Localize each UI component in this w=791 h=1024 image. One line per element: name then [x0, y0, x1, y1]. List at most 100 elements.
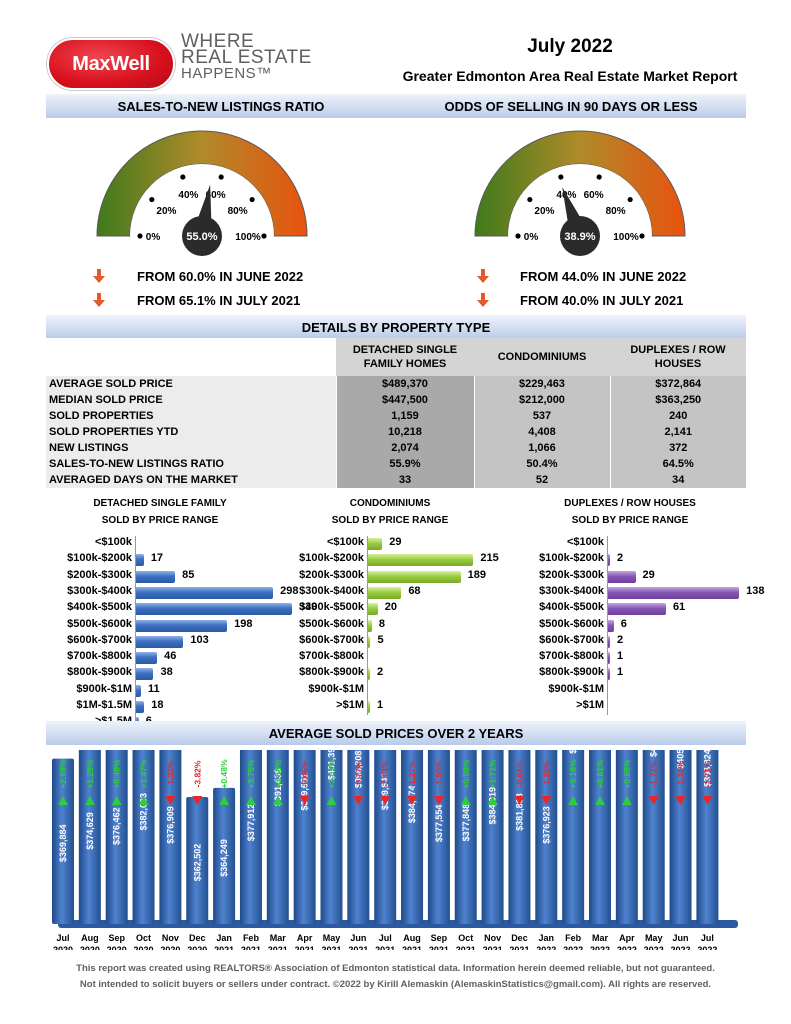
- price-range-value: 1: [377, 699, 384, 711]
- gauge-value: 38.9%: [564, 231, 595, 243]
- avg-price-bar: [562, 750, 585, 924]
- price-range-label: $700k-$800k: [67, 650, 132, 663]
- avg-price-change-label: +0.65%: [622, 759, 632, 789]
- details-column-header: CONDOMINIUMS: [474, 338, 610, 376]
- avg-price-month-label: May: [323, 933, 341, 943]
- avg-price-bar: [347, 750, 370, 924]
- price-range-label: $500k-$600k: [299, 617, 364, 630]
- price-range-bar: [368, 538, 383, 550]
- details-column-header: DUPLEXES / ROW HOUSES: [610, 338, 746, 376]
- avg-price-change-label: -0.64%: [514, 760, 524, 787]
- report-title: July 2022: [527, 36, 613, 57]
- details-row-label: AVERAGE SOLD PRICE: [46, 376, 336, 392]
- price-range-label: $800k-$900k: [67, 666, 132, 679]
- avg-price-month-label: Feb: [565, 933, 582, 943]
- gauge-tick-dot: [218, 174, 224, 180]
- avg-price-value-label: $369,884: [58, 825, 68, 863]
- details-cell: 372: [609, 440, 746, 456]
- details-cell: 64.5%: [609, 456, 746, 472]
- price-range-value: 138: [746, 584, 765, 597]
- avg-price-bar: [78, 750, 101, 924]
- avg-price-year-label: 2020: [160, 945, 180, 950]
- avg-price-bar: [374, 750, 397, 924]
- avg-price-month-label: Jul: [701, 933, 714, 943]
- avg-price-value-label: $389,841: [380, 773, 390, 811]
- avg-price-month-label: Feb: [243, 933, 260, 943]
- avg-price-month-label: Oct: [458, 933, 473, 943]
- details-row-label: NEW LISTINGS: [46, 440, 336, 456]
- price-range-bar: [136, 603, 292, 616]
- price-range-label: <$100k: [566, 536, 604, 548]
- price-range-label: $500k-$600k: [539, 617, 604, 630]
- price-range-value: 5: [377, 633, 384, 646]
- maxwell-logo: MaxWell: [47, 38, 175, 90]
- avg-price-change-label: +3.75%: [246, 759, 256, 789]
- details-band: [46, 315, 746, 339]
- price-range-value: 2: [617, 633, 624, 646]
- avg-prices-chart: $369,884 +2.08% Jul 2020 $374,629 +1.28% Aug 20…: [52, 750, 738, 950]
- avg-price-value-label: $398,824: [702, 750, 712, 787]
- price-range-bar: [136, 635, 184, 648]
- avg-price-bar: [266, 750, 289, 924]
- price-range-label: $900k-$1M: [548, 682, 604, 695]
- down-arrow-icon: [648, 796, 659, 805]
- price-range-value: 6: [620, 617, 627, 630]
- gauge-tick-dot: [639, 233, 645, 239]
- avg-price-bar: [642, 750, 665, 924]
- avg-price-month-label: Aug: [81, 933, 99, 943]
- avg-price-value-label: $377,554: [434, 805, 444, 843]
- price-range-label: <$100k: [326, 536, 364, 548]
- avg-price-change-label: +3.58%: [273, 759, 283, 789]
- avg-price-bar: [239, 750, 262, 924]
- up-arrow-icon: [595, 796, 605, 805]
- price-range-label: $200k-$300k: [539, 568, 604, 581]
- avg-price-change-label: +2.08%: [58, 759, 68, 789]
- details-row: NEW LISTINGS 2,074 1,066 372: [46, 440, 746, 456]
- report-subtitle: Greater Edmonton Area Real Estate Market…: [402, 68, 738, 84]
- price-range-value: 46: [164, 650, 177, 663]
- avg-price-value-label: $401,394: [327, 750, 337, 780]
- gauge-tick-dot: [596, 174, 602, 180]
- price-range-bar: [136, 668, 154, 681]
- price-range-label: $300k-$400k: [539, 584, 604, 597]
- details-row: SOLD PROPERTIES 1,159 537 240: [46, 408, 746, 424]
- price-range-label: $400k-$500k: [67, 601, 132, 614]
- details-header-row: DETACHED SINGLE FAMILY HOMES CONDOMINIUMS…: [46, 338, 746, 376]
- price-range-label: $500k-$600k: [67, 617, 132, 630]
- gauge-2-title: ODDS OF SELLING IN 90 DAYS OR LESS: [444, 99, 698, 114]
- down-arrow-icon: [299, 796, 310, 805]
- price-range-label: $1M-$1.5M: [76, 699, 132, 711]
- details-cell: 50.4%: [473, 456, 610, 472]
- avg-price-bar: [213, 787, 236, 924]
- down-arrow-icon: [433, 796, 444, 805]
- price-range-label: $100k-$200k: [539, 552, 604, 565]
- details-row: AVERAGE SOLD PRICE $489,370 $229,463 $372,8…: [46, 376, 746, 392]
- up-arrow-icon: [460, 796, 471, 805]
- avg-price-year-label: 2022: [590, 945, 610, 950]
- avg-price-change-label: -3.82%: [192, 760, 202, 787]
- price-range-label: $100k-$200k: [67, 552, 132, 565]
- avg-price-change-label: -0.46%: [300, 760, 310, 787]
- avg-price-year-label: 2021: [214, 945, 234, 950]
- avg-price-change-label: -1.72%: [649, 760, 659, 787]
- price-range-value: 189: [467, 568, 486, 581]
- gauge-2-change-year: FROM 40.0% IN JULY 2021: [520, 293, 684, 308]
- avg-price-month-label: Jun: [350, 933, 366, 943]
- price-range-bar: [608, 652, 610, 665]
- price-range-label: $400k-$500k: [539, 601, 604, 614]
- avg-price-value-label: $410,276: [649, 750, 659, 757]
- avg-price-bar: [615, 750, 638, 924]
- price-chart-axis: [135, 536, 136, 732]
- avg-price-value-label: $411,464: [568, 750, 578, 754]
- price-range-value: 17: [150, 552, 164, 565]
- avg-price-year-label: 2021: [509, 945, 529, 950]
- details-cell: 4,408: [473, 424, 610, 440]
- avg-price-year-label: 2021: [402, 945, 422, 950]
- gauge-tick-label: 40%: [178, 190, 198, 201]
- avg-price-bar: [105, 750, 128, 924]
- avg-price-month-label: Sep: [431, 933, 448, 943]
- price-range-label: $300k-$400k: [299, 584, 364, 597]
- avg-price-year-label: 2020: [80, 945, 100, 950]
- avg-price-bar: [696, 750, 719, 924]
- down-arrow-icon: [192, 796, 203, 805]
